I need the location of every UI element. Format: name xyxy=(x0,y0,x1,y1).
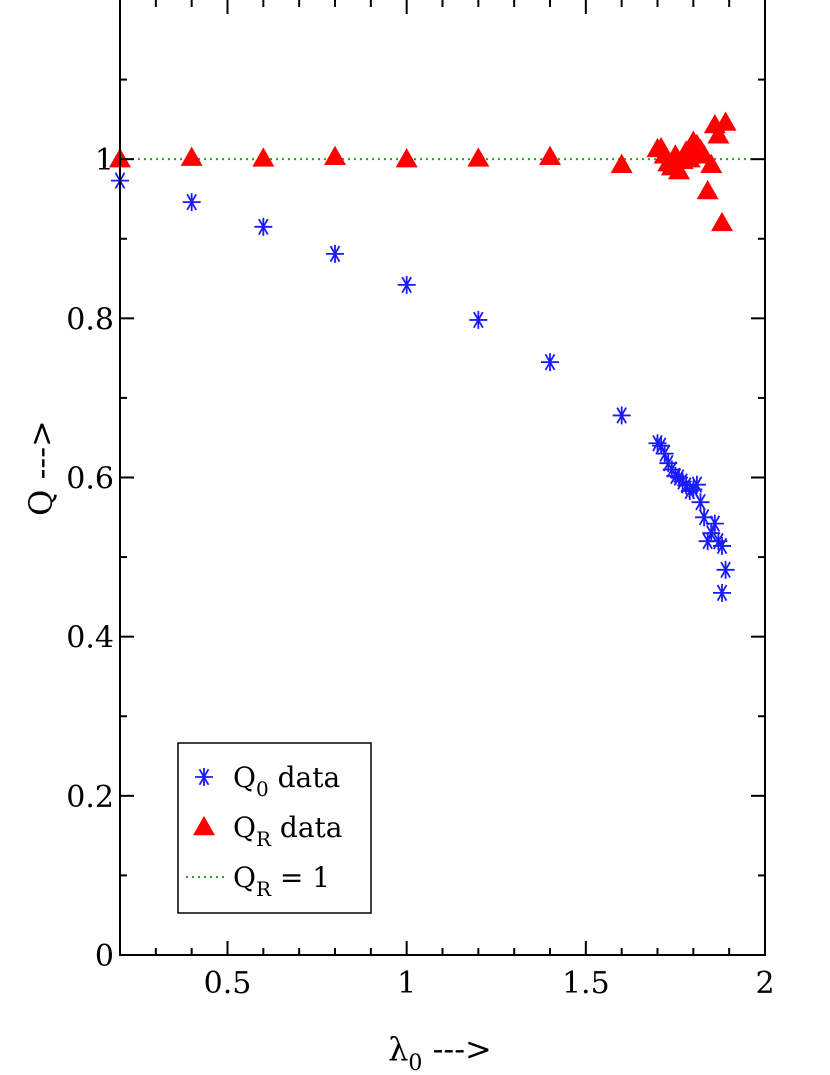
data-point-q0 xyxy=(469,310,488,329)
y-axis-label: Q ---> xyxy=(22,420,60,516)
plot-area xyxy=(109,111,765,602)
data-point-q0 xyxy=(713,536,731,555)
data-point-q0 xyxy=(541,353,559,372)
x-tick-label: 2 xyxy=(755,966,774,1001)
legend: Q0 data QR data QR = 1 xyxy=(177,742,372,914)
x-axis-label: λ0 ---> xyxy=(388,1030,492,1075)
data-point-qr xyxy=(668,160,690,180)
y-tick-label: 0.6 xyxy=(66,462,114,497)
legend-marker-q0 xyxy=(195,768,213,786)
y-tick-label: 1 xyxy=(95,143,114,178)
y-tick-label: 0.8 xyxy=(66,302,114,337)
data-point-qr xyxy=(700,153,723,173)
data-point-qr xyxy=(324,145,346,166)
series-1 xyxy=(109,111,737,232)
data-point-q0 xyxy=(695,508,714,527)
data-point-qr xyxy=(395,148,418,168)
series-layer xyxy=(109,111,737,602)
data-point-q0 xyxy=(326,244,344,263)
data-point-q0 xyxy=(702,524,721,543)
data-point-qr xyxy=(180,146,203,166)
data-point-q0 xyxy=(713,583,731,602)
data-point-q0 xyxy=(254,217,273,236)
x-axis: 0.5 1 1.5 2 xyxy=(154,0,775,1001)
data-point-q0 xyxy=(397,275,416,294)
legend-entry-label: QR = 1 xyxy=(233,861,330,901)
series-0 xyxy=(111,171,735,602)
data-point-qr xyxy=(539,145,561,166)
y-tick-label: 0.2 xyxy=(66,780,114,815)
x-tick-label: 1 xyxy=(397,966,416,1001)
data-point-qr xyxy=(714,111,737,131)
data-point-qr xyxy=(610,153,633,173)
data-point-qr xyxy=(696,180,719,200)
x-tick-label: 1.5 xyxy=(562,966,610,1001)
data-point-q0 xyxy=(716,560,735,579)
data-point-q0 xyxy=(687,475,706,494)
y-axis: 0 0.2 0.4 0.6 0.8 1 xyxy=(66,78,765,974)
legend-entry-label: Q0 data xyxy=(233,761,340,801)
y-tick-label: 0.4 xyxy=(66,621,114,656)
legend-marker-qr xyxy=(193,816,215,836)
data-point-q0 xyxy=(691,493,710,512)
y-tick-label: 0 xyxy=(95,939,114,974)
data-point-qr xyxy=(711,211,733,232)
data-point-qr xyxy=(467,147,490,167)
x-tick-label: 0.5 xyxy=(204,966,252,1001)
data-point-qr xyxy=(707,124,730,144)
data-point-q0 xyxy=(705,514,724,533)
data-point-q0 xyxy=(612,406,631,425)
data-point-q0 xyxy=(182,193,201,212)
legend-entry-label: QR data xyxy=(233,811,343,851)
data-point-qr xyxy=(252,147,275,167)
